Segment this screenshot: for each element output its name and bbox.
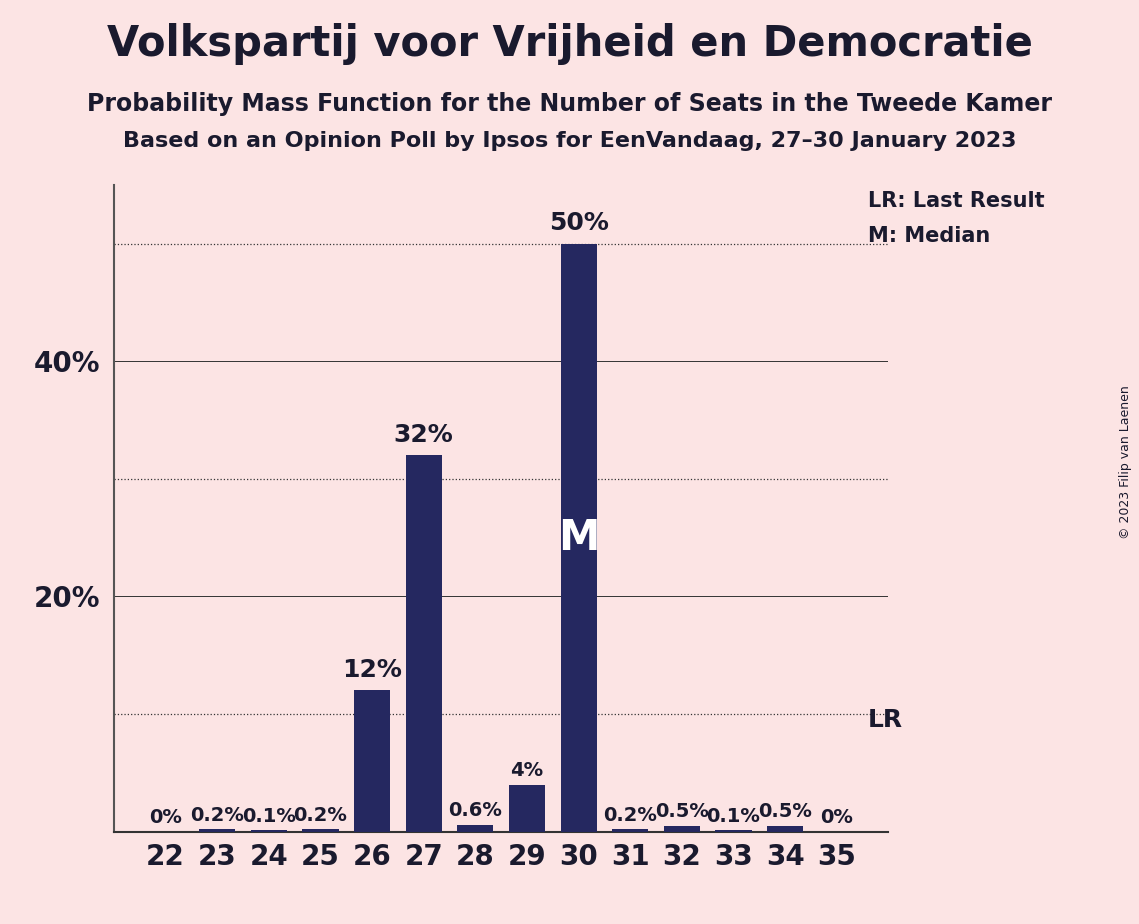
Text: Probability Mass Function for the Number of Seats in the Tweede Kamer: Probability Mass Function for the Number… <box>87 92 1052 116</box>
Text: Volkspartij voor Vrijheid en Democratie: Volkspartij voor Vrijheid en Democratie <box>107 23 1032 65</box>
Text: 0%: 0% <box>149 808 182 827</box>
Bar <box>354 690 391 832</box>
Bar <box>251 831 287 832</box>
Text: 50%: 50% <box>549 212 608 236</box>
Text: 32%: 32% <box>394 423 453 447</box>
Text: 0.5%: 0.5% <box>655 802 708 821</box>
Text: 0.1%: 0.1% <box>706 807 761 826</box>
Text: 4%: 4% <box>510 760 543 780</box>
Bar <box>199 829 236 832</box>
Bar <box>612 829 648 832</box>
Text: 0%: 0% <box>820 808 853 827</box>
Text: M: M <box>558 517 599 559</box>
Bar <box>457 824 493 832</box>
Text: 0.5%: 0.5% <box>759 802 812 821</box>
Bar <box>767 826 803 832</box>
Bar <box>560 244 597 832</box>
Bar <box>664 826 700 832</box>
Text: Based on an Opinion Poll by Ipsos for EenVandaag, 27–30 January 2023: Based on an Opinion Poll by Ipsos for Ee… <box>123 131 1016 152</box>
Text: 0.2%: 0.2% <box>294 806 347 824</box>
Bar <box>302 829 338 832</box>
Text: 12%: 12% <box>342 658 402 682</box>
Bar <box>509 784 546 832</box>
Bar <box>715 831 752 832</box>
Text: 0.2%: 0.2% <box>190 806 244 824</box>
Text: 0.1%: 0.1% <box>241 807 296 826</box>
Text: 0.2%: 0.2% <box>604 806 657 824</box>
Bar <box>405 456 442 832</box>
Text: LR: Last Result: LR: Last Result <box>868 190 1044 211</box>
Text: LR: LR <box>868 708 903 732</box>
Text: M: Median: M: Median <box>868 226 990 246</box>
Text: © 2023 Filip van Laenen: © 2023 Filip van Laenen <box>1118 385 1132 539</box>
Text: 0.6%: 0.6% <box>449 801 502 820</box>
